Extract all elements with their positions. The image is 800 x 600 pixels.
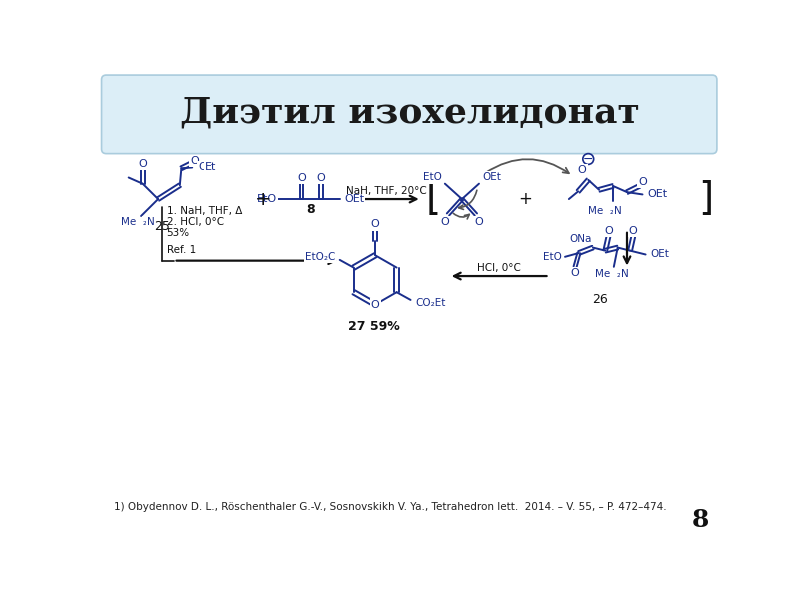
FancyArrowPatch shape — [453, 213, 470, 219]
Text: N: N — [147, 217, 155, 227]
Text: ₂: ₂ — [142, 217, 146, 227]
FancyBboxPatch shape — [102, 75, 717, 154]
Text: O: O — [604, 226, 613, 236]
Text: O: O — [570, 268, 579, 278]
Text: 2. HCl, 0°C: 2. HCl, 0°C — [166, 217, 224, 227]
Text: EtO: EtO — [257, 194, 277, 204]
Text: O: O — [578, 165, 586, 175]
Text: 25: 25 — [154, 220, 170, 232]
Text: O: O — [441, 217, 450, 227]
Text: ONa: ONa — [570, 234, 592, 244]
Text: +: + — [518, 190, 532, 208]
Text: Me: Me — [588, 206, 603, 217]
Text: O: O — [138, 158, 147, 169]
Text: Ref. 1: Ref. 1 — [166, 245, 196, 255]
Text: 26: 26 — [592, 293, 608, 305]
Text: CO₂Et: CO₂Et — [415, 298, 446, 308]
Text: 1) Obydennov D. L., Röschenthaler G.-V., Sosnovskikh V. Ya., Tetrahedron lett.  : 1) Obydennov D. L., Röschenthaler G.-V.,… — [114, 502, 666, 512]
Text: 53%: 53% — [166, 228, 190, 238]
Text: OEt: OEt — [650, 250, 669, 259]
Text: HCl, 0°C: HCl, 0°C — [477, 263, 521, 274]
Text: N: N — [621, 269, 629, 279]
Text: +: + — [254, 190, 271, 209]
Text: O: O — [297, 173, 306, 183]
Text: 27 59%: 27 59% — [348, 320, 399, 332]
Text: Диэтил изохелидонат: Диэтил изохелидонат — [180, 96, 640, 130]
Text: O: O — [474, 217, 483, 227]
Text: O: O — [198, 163, 207, 172]
Text: 8: 8 — [692, 508, 710, 532]
Text: O: O — [370, 220, 379, 229]
Text: [: [ — [426, 180, 441, 218]
Text: N: N — [614, 206, 622, 217]
FancyArrowPatch shape — [485, 159, 569, 173]
Text: 1. NaH, THF, Δ: 1. NaH, THF, Δ — [166, 206, 242, 215]
Text: ]: ] — [698, 180, 714, 218]
Text: Me: Me — [594, 269, 610, 279]
Text: 8: 8 — [306, 203, 315, 217]
Text: −: − — [583, 152, 594, 166]
Text: OEt: OEt — [482, 172, 501, 182]
Text: Me: Me — [121, 217, 137, 227]
Text: NaH, THF, 20°C: NaH, THF, 20°C — [346, 187, 427, 196]
Text: O: O — [638, 177, 647, 187]
Text: OEt: OEt — [344, 194, 364, 204]
Text: OEt: OEt — [647, 190, 667, 199]
Text: O: O — [190, 157, 199, 166]
FancyArrowPatch shape — [458, 190, 477, 209]
Text: EtO₂C: EtO₂C — [305, 252, 335, 262]
Text: O: O — [370, 299, 379, 310]
Text: O: O — [317, 173, 326, 183]
Text: Et: Et — [205, 163, 216, 172]
Text: O: O — [629, 226, 638, 236]
Text: EtO: EtO — [423, 172, 442, 182]
Text: ₂: ₂ — [609, 206, 613, 217]
Text: EtO: EtO — [543, 252, 562, 262]
Text: ₂: ₂ — [616, 269, 620, 279]
